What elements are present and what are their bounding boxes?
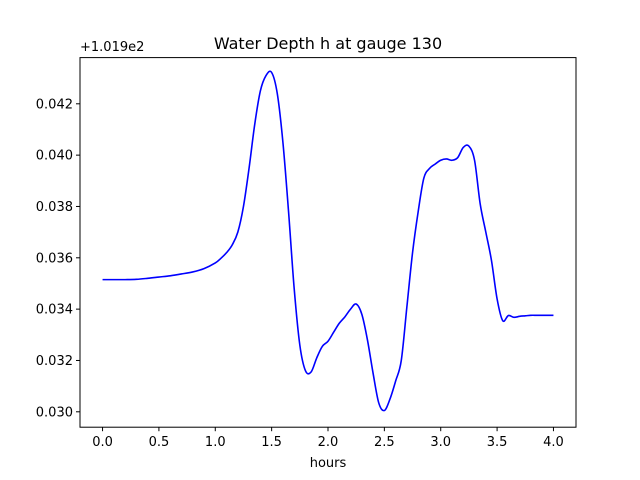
x-tick-label: 0.5	[149, 435, 170, 450]
x-tick-label: 3.5	[487, 435, 508, 450]
y-tick-label: 0.036	[36, 251, 73, 266]
y-tick-label: 0.032	[36, 354, 73, 369]
y-tick-label: 0.038	[36, 200, 73, 215]
y-tick-label: 0.040	[36, 149, 73, 164]
y-tick-label: 0.030	[36, 405, 73, 420]
series-line-0	[102, 70, 554, 412]
x-tick-label: 1.5	[261, 435, 282, 450]
y-tick-label: 0.042	[36, 97, 73, 112]
x-tick-label: 2.5	[374, 435, 395, 450]
x-tick-label: 0.0	[92, 435, 113, 450]
chart-title: Water Depth h at gauge 130	[214, 34, 442, 53]
y-offset-label: +1.019e2	[80, 40, 144, 55]
plot-area	[102, 70, 554, 412]
x-tick-label: 2.0	[318, 435, 339, 450]
x-tick-label: 4.0	[543, 435, 564, 450]
y-tick-label: 0.034	[36, 303, 73, 318]
x-tick-label: 1.0	[205, 435, 226, 450]
y-axis: 0.030 0.032 0.034 0.036 0.038 0.040 0.042	[36, 97, 80, 420]
x-tick-label: 3.0	[430, 435, 451, 450]
x-axis: 0.0 0.5 1.0 1.5 2.0 2.5 3.0 3.5 4.0	[92, 427, 564, 450]
x-axis-label: hours	[310, 456, 347, 471]
